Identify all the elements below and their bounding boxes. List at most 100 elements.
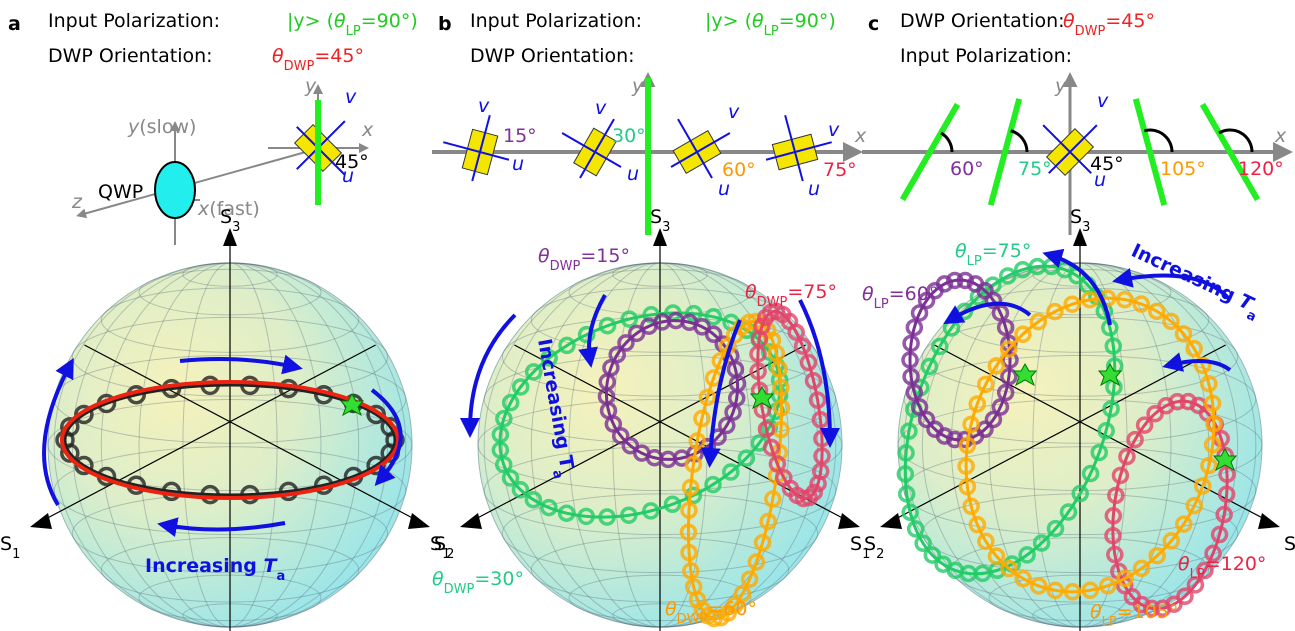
z-axis: z (71, 191, 83, 213)
x-axis-label: x (361, 119, 374, 141)
header-value: |y> (θLP=90°) (287, 10, 418, 39)
text-part: Input Polarization: (470, 10, 642, 32)
slow-axis-label: v (595, 97, 607, 119)
y-axis-label: y (304, 75, 317, 97)
slow-axis-label: v (728, 101, 740, 123)
text-part: u (512, 153, 524, 175)
s1-label: S1 (430, 533, 450, 562)
panel-label: b (438, 13, 452, 35)
text-part: 1 (442, 547, 450, 562)
text-part: 60° (722, 159, 756, 181)
text-part: 3 (232, 220, 240, 235)
header: Input Polarization: (48, 10, 220, 32)
text-part: (slow) (139, 116, 196, 138)
text-part: x (1274, 125, 1287, 147)
text-part: 1 (12, 547, 20, 562)
text-part: x (361, 119, 374, 141)
text-part: S (430, 533, 442, 555)
text-part: y (631, 75, 644, 97)
text-part: z (71, 191, 83, 213)
text-part: =15° (580, 245, 630, 267)
axis-cone (838, 513, 860, 529)
angle-label: 60° (722, 159, 756, 181)
text-part: |y> ( (705, 10, 752, 32)
text-part: LP (967, 254, 982, 269)
text-part: DWP (550, 259, 581, 274)
text-part: =60° (889, 283, 939, 305)
text-part: y (304, 75, 317, 97)
text-part: x (197, 198, 210, 220)
angle-label: 30° (612, 125, 646, 147)
text-part: u (627, 163, 639, 185)
slow-axis-label: v (1097, 90, 1109, 112)
text-part: =90°) (361, 10, 418, 32)
text-part: 15° (503, 125, 537, 147)
text-part: =120° (1205, 553, 1267, 575)
text-part: 30° (612, 125, 646, 147)
text-part: LP (346, 24, 361, 39)
text-part: =30° (474, 568, 524, 590)
text-part: c (868, 13, 879, 35)
s2-label: S2 (1284, 533, 1295, 562)
angle-arc (941, 133, 952, 152)
axis-cone (1258, 513, 1280, 529)
header-value: θDWP=45° (1063, 10, 1155, 39)
text-part: 75° (1018, 158, 1052, 180)
text-part: LP (764, 24, 779, 39)
slow-axis: y(slow) (127, 116, 196, 138)
text-part: =45° (1105, 10, 1155, 32)
panel-label: a (8, 13, 21, 35)
header-value: θDWP=45° (272, 45, 364, 74)
axis-cone (30, 513, 52, 529)
text-part: S (650, 206, 662, 228)
text-part: 2 (876, 547, 884, 562)
slow-axis-label: v (345, 86, 357, 108)
header: DWP Orientation: (48, 45, 213, 67)
text-part: Input Polarization: (900, 45, 1072, 67)
angle-arc (1011, 131, 1027, 152)
text-part: DWP (1075, 24, 1106, 39)
text-part: b (438, 13, 452, 35)
text-part: |y> ( (287, 10, 334, 32)
text-part: Increasing (145, 555, 264, 577)
fast-axis-label: u (627, 163, 639, 185)
text-part: θ (432, 568, 444, 590)
text-part: Input Polarization: (48, 10, 220, 32)
text-part: 105° (1160, 158, 1206, 180)
text-part: S (1070, 206, 1082, 228)
text-part: 60° (950, 158, 984, 180)
x-axis-label: x (1274, 125, 1287, 147)
text-part: 120° (1238, 158, 1284, 180)
text-part: 45° (335, 151, 369, 173)
text-part: θ (272, 45, 284, 67)
fast-axis-label: u (718, 178, 730, 200)
fast-axis-label: u (808, 178, 820, 200)
curve-label: θDWP=75° (745, 281, 837, 310)
text-part: 3 (662, 220, 670, 235)
fast-axis-label: u (512, 153, 524, 175)
text-part: DWP Orientation: (470, 45, 635, 67)
text-part: DWP Orientation: (48, 45, 213, 67)
text-part: θ (862, 283, 874, 305)
text-part: 3 (1082, 220, 1090, 235)
text-part: S (220, 206, 232, 228)
text-part: θ (334, 10, 346, 32)
header: DWP Orientation: (470, 45, 635, 67)
text-part: θ (538, 245, 550, 267)
x-axis-label: x (854, 125, 867, 147)
text-part: DWP (757, 295, 788, 310)
text-part: =60° (707, 598, 757, 620)
text-part: y (1054, 75, 1067, 97)
page: aInput Polarization:|y> (θLP=90°)DWP Ori… (0, 0, 1295, 631)
text-part: θ (752, 10, 764, 32)
angle-label: 75° (823, 159, 857, 181)
header: DWP Orientation: (900, 10, 1065, 32)
text-part: v (828, 119, 840, 141)
text-part: x (854, 125, 867, 147)
angle-label: 45° (335, 151, 369, 173)
qwp (155, 162, 195, 218)
angle-label: 45° (1090, 153, 1124, 175)
slow-axis-label: v (478, 95, 490, 117)
header-value: |y> (θLP=90°) (705, 10, 836, 39)
text-part: y (127, 116, 140, 138)
